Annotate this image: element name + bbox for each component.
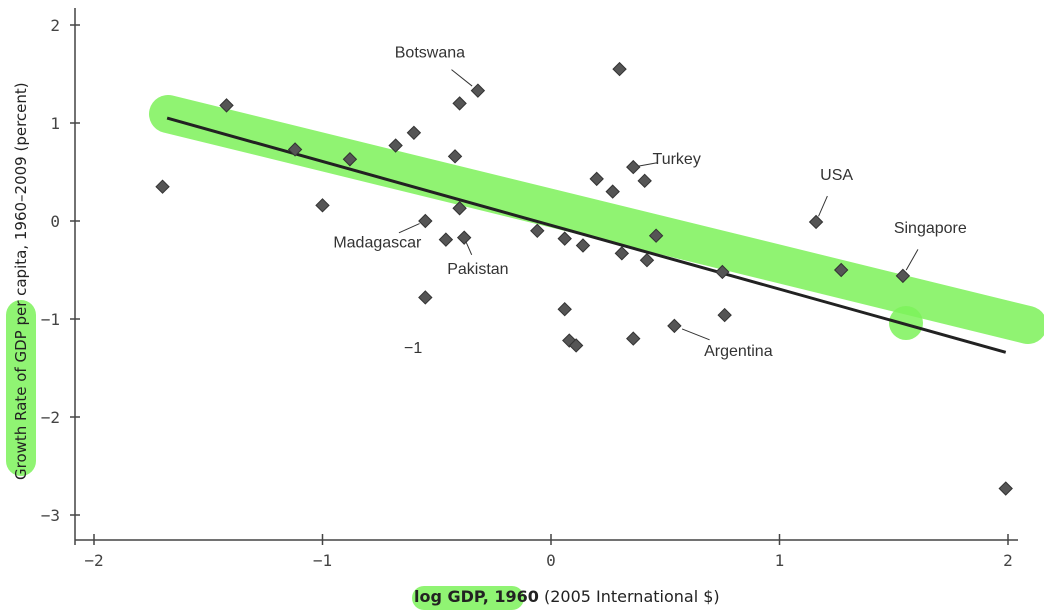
x-tick-label: 2: [1003, 551, 1013, 570]
x-tick-label: −2: [84, 551, 103, 570]
x-tick-label: 0: [546, 551, 556, 570]
data-point: [406, 125, 422, 141]
y-tick-label: 0: [50, 212, 60, 231]
data-point: [418, 290, 433, 305]
annotation-pointer: [638, 162, 658, 167]
x-tick-label: 1: [775, 551, 785, 570]
data-point: [557, 301, 572, 317]
data-point: [470, 83, 486, 98]
annotation-label: Singapore: [894, 220, 967, 237]
data-point: [612, 61, 627, 77]
annotation-pointer: [451, 69, 473, 87]
annotation-label: Madagascar: [333, 234, 422, 251]
data-point: [895, 268, 911, 284]
annotation-label: USA: [820, 167, 853, 184]
y-tick-label: −3: [41, 506, 60, 525]
data-point: [155, 179, 170, 194]
data-point: [639, 252, 655, 268]
data-point: [315, 198, 330, 213]
data-point: [447, 149, 463, 164]
fit-line: [166, 116, 1007, 354]
annotation-pointer: [818, 195, 828, 217]
data-point: [575, 238, 591, 253]
data-point: [452, 201, 467, 216]
data-point: [667, 318, 682, 334]
x-axis-label-bold: log GDP, 1960: [414, 587, 539, 606]
data-point: [626, 159, 641, 175]
y-tick-label: 2: [50, 16, 60, 35]
data-point: [287, 142, 303, 157]
annotation-label: Pakistan: [447, 261, 508, 278]
annotation-label: Turkey: [653, 151, 701, 168]
data-point: [808, 214, 824, 230]
data-point: [648, 228, 664, 243]
data-point: [626, 331, 641, 346]
y-axis-label: Growth Rate of GDP per capita, 1960–2009…: [12, 82, 30, 480]
data-point: [342, 152, 358, 167]
highlight-ylabel: [6, 300, 36, 476]
data-point: [998, 481, 1013, 496]
x-axis-label-rest: (2005 International $): [539, 587, 720, 606]
data-point: [557, 231, 572, 246]
data-point: [438, 232, 454, 247]
data-point: [219, 98, 234, 113]
data-point: [452, 96, 467, 111]
axes: [74, 8, 1018, 545]
y-tick-label: −1: [41, 310, 60, 329]
data-point: [614, 246, 630, 261]
annotation-pointer: [905, 249, 919, 271]
highlight-stroke-fit-line: [149, 95, 1044, 344]
x-tick-label: −1: [313, 551, 332, 570]
annotation-pointer: [465, 241, 473, 256]
y-tick-label: −2: [41, 408, 60, 427]
highlight-xlabel: [412, 586, 524, 610]
country-annotations: Botswana Turkey USA Singapore Madagascar Paki…: [333, 44, 967, 360]
annotation-label: Botswana: [395, 44, 465, 61]
data-point: [418, 213, 433, 229]
annotation-pointer: [681, 328, 710, 341]
data-point: [717, 307, 732, 323]
data-points: [155, 61, 1013, 496]
data-point: [388, 138, 403, 153]
axis-ticks: −2 −1 0 1 2 2 1 0 −1 −2 −3: [41, 16, 1013, 570]
stray-label: −1: [404, 340, 422, 357]
annotation-pointer: [398, 223, 420, 234]
data-point: [605, 184, 620, 199]
data-point: [715, 264, 730, 280]
annotation-label: Argentina: [704, 343, 773, 360]
data-point: [456, 230, 472, 245]
regression-line: [166, 116, 1007, 354]
data-point: [637, 173, 652, 189]
x-axis-label: log GDP, 1960 (2005 International $): [414, 587, 720, 606]
data-point: [530, 223, 545, 239]
green-highlights: [6, 95, 1044, 610]
data-point: [589, 171, 604, 187]
data-point: [833, 262, 849, 278]
y-tick-label: 1: [50, 114, 60, 133]
data-point: [568, 338, 584, 353]
